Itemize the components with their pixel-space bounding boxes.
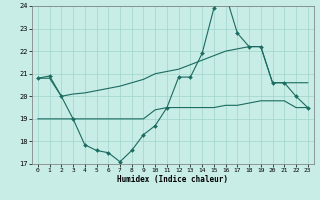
- X-axis label: Humidex (Indice chaleur): Humidex (Indice chaleur): [117, 175, 228, 184]
